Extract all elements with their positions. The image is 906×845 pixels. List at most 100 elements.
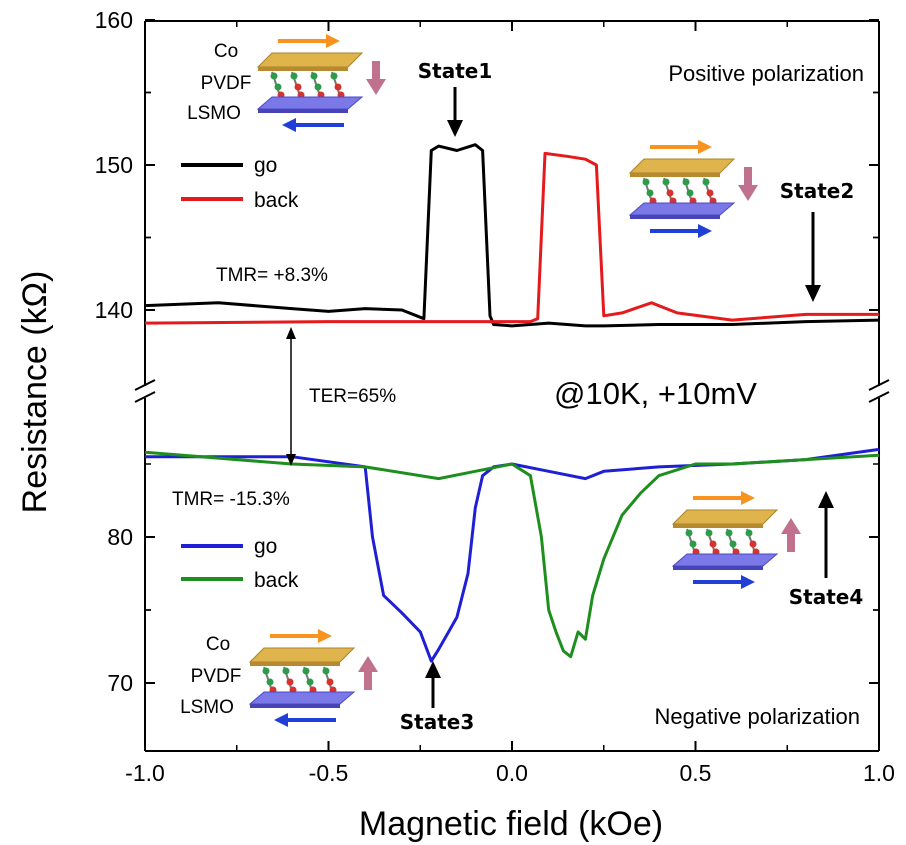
pvdf-atom	[686, 189, 694, 197]
pvdf-atom	[666, 189, 674, 197]
pvdf-atom	[322, 667, 330, 675]
pvdf-atom	[270, 72, 278, 80]
pvdf-atom	[334, 83, 342, 91]
axis-break-mark	[134, 379, 156, 391]
x-tick-label: -1.0	[125, 760, 165, 786]
series-line-back-negative	[144, 450, 880, 659]
pvdf-atom	[642, 178, 650, 186]
state2-arrow-head	[805, 285, 821, 302]
state3-label: State3	[400, 710, 475, 734]
legend-label-back: back	[254, 189, 299, 212]
x-axis-label: Magnetic field (kOe)	[359, 805, 663, 843]
x-tick-label: 1.0	[863, 760, 895, 786]
axis-break-mark	[868, 391, 890, 403]
layer-label-pvdf: PVDF	[201, 73, 252, 94]
pvdf-atom	[330, 72, 338, 80]
device-schematic-state4	[671, 491, 801, 589]
ter-arrow-head-top	[286, 327, 296, 339]
lsmo-magnetization-arrow-head	[274, 713, 288, 727]
polarization-arrow	[372, 61, 380, 81]
tmr-positive: TMR= +8.3%	[216, 265, 328, 286]
polarization-arrow	[744, 167, 752, 187]
pvdf-atom	[282, 667, 290, 675]
panel-label-positive: Positive polarization	[668, 61, 864, 86]
lsmo-layer-edge	[250, 704, 340, 708]
co-layer	[248, 647, 356, 663]
co-layer-edge	[258, 67, 348, 71]
legend-label-back: back	[254, 569, 299, 592]
pvdf-atom	[709, 540, 717, 548]
pvdf-atom	[689, 540, 697, 548]
device-schematic-state2	[628, 140, 758, 238]
lsmo-layer-edge	[673, 566, 763, 570]
curves	[144, 143, 880, 663]
x-tick-label: -0.5	[309, 760, 349, 786]
pvdf-atom	[266, 678, 274, 686]
state1-arrow-head	[447, 120, 463, 137]
axis-break-mark	[868, 379, 890, 391]
layer-label-co: Co	[206, 634, 230, 655]
pvdf-atom	[310, 72, 318, 80]
condition-label: @10K, +10mV	[554, 376, 757, 411]
polarization-arrow-head	[358, 656, 378, 672]
lsmo-magnetization-arrow-head	[741, 575, 755, 589]
lsmo-magnetization-arrow-head	[698, 224, 712, 238]
polarization-arrow	[787, 532, 795, 552]
pvdf-atom	[706, 189, 714, 197]
series-line-back-positive	[144, 151, 879, 325]
axis-break-mark	[134, 391, 156, 403]
co-layer-edge	[630, 173, 720, 177]
y-tick-label: 140	[95, 297, 133, 323]
device-schematic-state3	[248, 629, 378, 727]
polarization-arrow-head	[366, 79, 386, 95]
state2-label: State2	[780, 179, 855, 203]
y-tick-label: 70	[107, 670, 133, 696]
legend-positive: go back	[181, 154, 299, 212]
legend-label-go: go	[254, 154, 277, 177]
tmr-negative: TMR= -15.3%	[172, 489, 290, 510]
legend-label-go: go	[254, 535, 277, 558]
co-magnetization-arrow-head	[698, 140, 712, 154]
pvdf-atom	[290, 72, 298, 80]
legend-negative: go back	[181, 535, 299, 592]
state1-label: State1	[418, 59, 493, 83]
x-tick-label: 0.5	[680, 760, 712, 786]
y-tick-label: 150	[95, 152, 133, 178]
y-axis-label: Resistance (kΩ)	[16, 271, 54, 514]
pvdf-atom	[729, 540, 737, 548]
polarization-arrow	[364, 670, 372, 690]
pvdf-atom	[306, 678, 314, 686]
pvdf-atom	[646, 189, 654, 197]
layer-labels-top: Co PVDF LSMO	[187, 41, 251, 124]
layer-label-pvdf: PVDF	[191, 666, 242, 687]
layer-label-lsmo: LSMO	[187, 103, 241, 124]
pvdf-atom	[662, 178, 670, 186]
co-magnetization-arrow-head	[741, 491, 755, 505]
pvdf-atom	[725, 529, 733, 537]
pvdf-atom	[682, 178, 690, 186]
lsmo-layer	[671, 553, 779, 567]
panel-label-negative: Negative polarization	[655, 704, 860, 729]
x-tick-label: 0.0	[496, 760, 528, 786]
layer-labels-bottom: Co PVDF LSMO	[180, 634, 241, 718]
pvdf-atom	[294, 83, 302, 91]
pvdf-atom	[326, 678, 334, 686]
pvdf-atom	[286, 678, 294, 686]
polarization-arrow-head	[781, 518, 801, 534]
pvdf-atom	[702, 178, 710, 186]
co-layer-edge	[673, 524, 763, 528]
pvdf-atom	[705, 529, 713, 537]
pvdf-atom	[685, 529, 693, 537]
state3-arrow-head	[425, 661, 441, 678]
co-magnetization-arrow-head	[318, 629, 332, 643]
series-line-go-positive	[144, 143, 880, 328]
pvdf-atom	[749, 540, 757, 548]
co-layer-edge	[250, 662, 340, 666]
ter-label: TER=65%	[309, 386, 396, 407]
co-layer	[256, 52, 364, 68]
y-tick-label: 80	[107, 524, 133, 550]
device-schematic-state1	[256, 34, 386, 132]
state4-arrow-head	[818, 491, 834, 508]
series-line-go-negative	[145, 447, 880, 663]
co-layer	[628, 158, 736, 174]
